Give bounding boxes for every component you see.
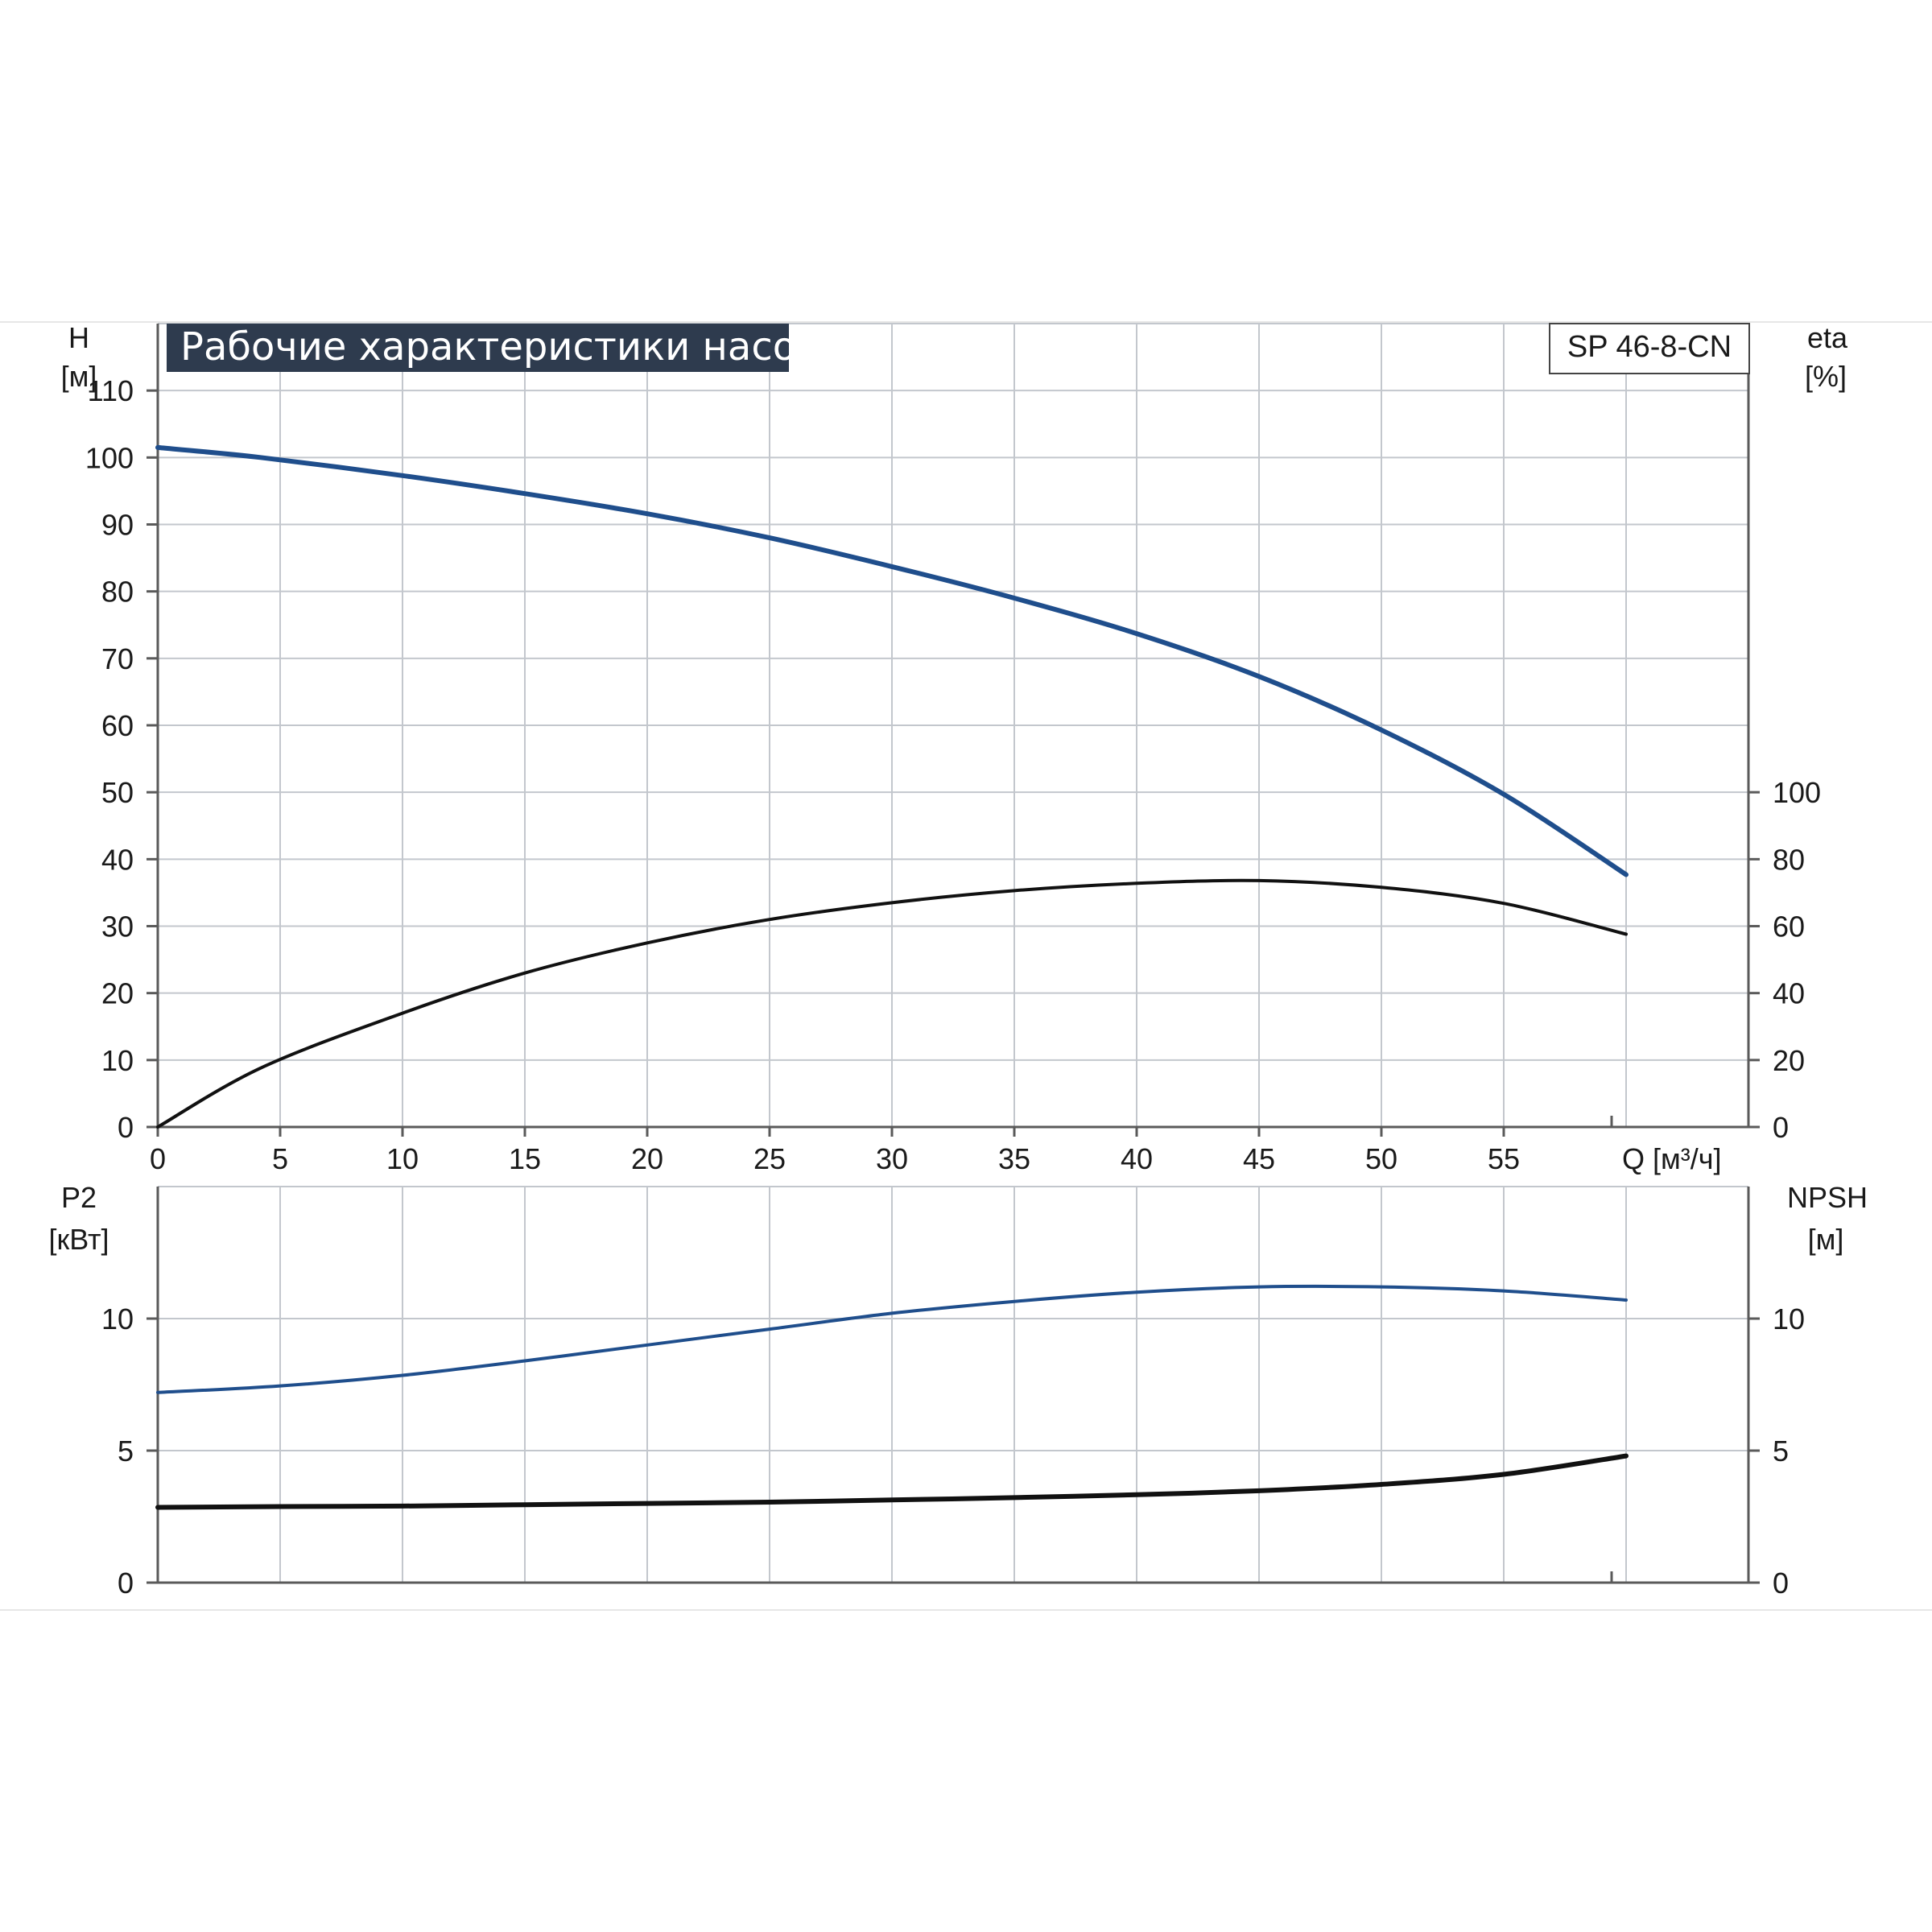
- y-right-axis-unit: [%]: [1805, 360, 1847, 393]
- axes-layer: [147, 324, 1760, 1584]
- y-right-axis-title: NPSH: [1787, 1181, 1868, 1214]
- curves-layer: [155, 444, 1629, 1510]
- y-right-tick-label: 10: [1773, 1302, 1805, 1335]
- x-tick-label: 25: [753, 1142, 786, 1175]
- x-tick-label: 0: [150, 1142, 166, 1175]
- y-right-tick-label: 5: [1773, 1435, 1789, 1468]
- y-left-axis-title: P2: [61, 1181, 97, 1214]
- curve-p2: [156, 1284, 1628, 1394]
- x-tick-label: 15: [509, 1142, 541, 1175]
- y-left-tick-label: 40: [101, 843, 134, 876]
- y-left-tick-label: 10: [101, 1302, 134, 1335]
- y-left-tick-label: 70: [101, 642, 134, 675]
- y-right-tick-label: 0: [1773, 1567, 1789, 1600]
- y-left-tick-label: 5: [118, 1435, 134, 1468]
- x-tick-label: 30: [876, 1142, 908, 1175]
- y-right-tick-label: 0: [1773, 1111, 1789, 1144]
- y-left-tick-label: 10: [101, 1044, 134, 1077]
- y-left-tick-label: 90: [101, 509, 134, 542]
- x-tick-label: 10: [386, 1142, 419, 1175]
- model-label: SP 46-8-CN: [1567, 330, 1732, 364]
- x-tick-label: 50: [1365, 1142, 1397, 1175]
- x-tick-label: 5: [272, 1142, 288, 1175]
- y-right-tick-label: 20: [1773, 1044, 1805, 1077]
- curve-npsh: [155, 1453, 1629, 1510]
- chart-title: Рабочие характеристики насоса: [180, 324, 841, 369]
- y-left-axis-unit: [кВт]: [48, 1223, 109, 1256]
- y-right-tick-label: 40: [1773, 977, 1805, 1010]
- model-box: SP 46-8-CN: [1549, 323, 1750, 374]
- grid-layer: [158, 323, 1748, 1583]
- x-tick-label: 35: [998, 1142, 1030, 1175]
- y-right-axis-unit: [м]: [1808, 1223, 1844, 1256]
- y-right-tick-label: 100: [1773, 776, 1821, 809]
- y-left-tick-label: 30: [101, 910, 134, 943]
- chart-title-background: [167, 324, 789, 372]
- curve-eta: [156, 878, 1628, 1129]
- y-left-tick-label: 60: [101, 709, 134, 742]
- y-left-axis-title: H: [68, 321, 89, 354]
- chart-title-box: Рабочие характеристики насоса: [167, 324, 841, 372]
- y-left-tick-label: 100: [85, 441, 134, 474]
- x-tick-label: 40: [1121, 1142, 1153, 1175]
- model-box-border: [1549, 323, 1750, 374]
- y-left-tick-label: 0: [118, 1111, 134, 1144]
- x-axis-title: Q [м³/ч]: [1622, 1142, 1722, 1175]
- y-right-tick-label: 80: [1773, 843, 1805, 876]
- y-left-tick-label: 50: [101, 776, 134, 809]
- curve-h: [155, 444, 1629, 877]
- y-left-tick-label: 80: [101, 576, 134, 609]
- y-right-axis-title: eta: [1807, 321, 1848, 354]
- y-left-tick-label: 110: [88, 374, 134, 407]
- x-tick-label: 20: [631, 1142, 663, 1175]
- x-tick-label: 55: [1488, 1142, 1520, 1175]
- y-left-axis-unit: [м]: [61, 360, 97, 393]
- y-left-tick-label: 0: [118, 1567, 134, 1600]
- y-right-tick-label: 60: [1773, 910, 1805, 943]
- y-left-tick-label: 20: [101, 977, 134, 1010]
- x-tick-label: 45: [1243, 1142, 1275, 1175]
